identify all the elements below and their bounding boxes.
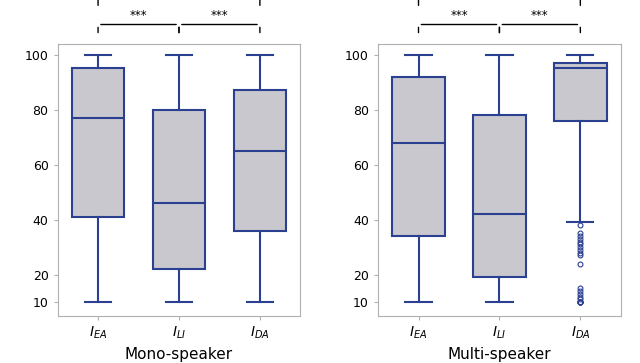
- X-axis label: Mono-speaker: Mono-speaker: [125, 347, 233, 362]
- PathPatch shape: [153, 110, 205, 269]
- Text: ***: ***: [450, 9, 468, 22]
- PathPatch shape: [234, 90, 286, 231]
- PathPatch shape: [72, 68, 124, 217]
- Text: ***: ***: [130, 9, 147, 22]
- Text: ***: ***: [211, 9, 228, 22]
- PathPatch shape: [392, 77, 445, 236]
- X-axis label: Multi-speaker: Multi-speaker: [447, 347, 551, 362]
- PathPatch shape: [473, 115, 525, 277]
- Text: ***: ***: [531, 9, 548, 22]
- PathPatch shape: [554, 63, 607, 121]
